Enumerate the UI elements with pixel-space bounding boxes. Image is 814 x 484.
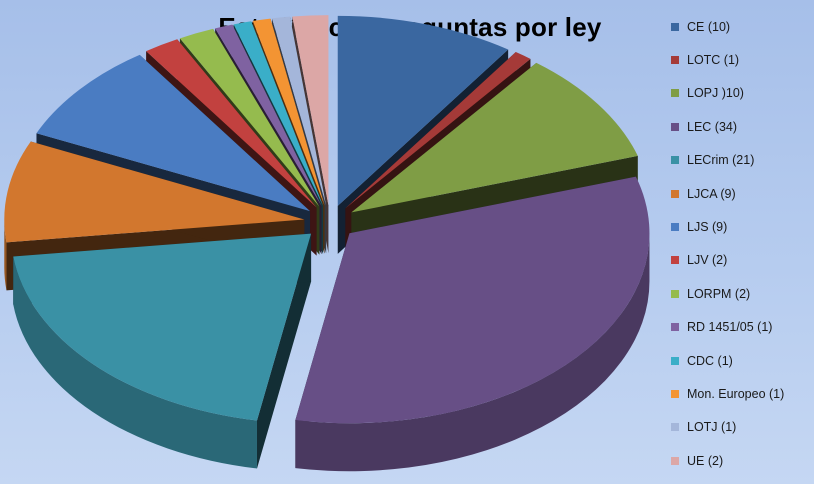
legend-item: LECrim (21) xyxy=(671,144,814,177)
legend-swatch xyxy=(671,289,679,298)
legend-label: UE (2) xyxy=(687,453,724,468)
legend-swatch xyxy=(671,356,679,365)
legend-swatch xyxy=(671,22,679,31)
legend-label: LJCA (9) xyxy=(687,186,736,201)
legend-swatch xyxy=(671,56,679,65)
legend-label: LORPM (2) xyxy=(687,286,751,301)
legend-label: LOTJ (1) xyxy=(687,420,737,435)
legend-swatch xyxy=(671,122,679,131)
legend-swatch xyxy=(671,423,679,432)
legend-item: CE (10) xyxy=(671,10,814,43)
legend-item: LOPJ )10) xyxy=(671,77,814,110)
legend-label: LECrim (21) xyxy=(687,153,755,168)
legend-swatch xyxy=(671,456,679,465)
legend: CE (10) LOTC (1) LOPJ )10) LEC (34) LECrim (… xyxy=(671,10,814,477)
pie-slice xyxy=(13,233,312,469)
legend-label: Mon. Europeo (1) xyxy=(687,386,785,401)
legend-swatch xyxy=(671,189,679,198)
legend-label: LJV (2) xyxy=(687,253,728,268)
legend-item: LORPM (2) xyxy=(671,277,814,310)
legend-label: CE (10) xyxy=(687,19,731,34)
legend-label: LOTC (1) xyxy=(687,53,740,68)
legend-swatch xyxy=(671,256,679,265)
legend-label: LEC (34) xyxy=(687,119,738,134)
legend-item: UE (2) xyxy=(671,444,814,477)
legend-item: LJS (9) xyxy=(671,210,814,243)
legend-item: LOTJ (1) xyxy=(671,411,814,444)
legend-label: LOPJ )10) xyxy=(687,86,744,101)
legend-label: CDC (1) xyxy=(687,353,733,368)
legend-swatch xyxy=(671,223,679,232)
legend-item: LJCA (9) xyxy=(671,177,814,210)
legend-item: CDC (1) xyxy=(671,344,814,377)
legend-item: LOTC (1) xyxy=(671,43,814,76)
legend-item: RD 1451/05 (1) xyxy=(671,311,814,344)
legend-swatch xyxy=(671,89,679,98)
legend-item: Mon. Europeo (1) xyxy=(671,377,814,410)
legend-swatch xyxy=(671,156,679,165)
pie-slice xyxy=(295,176,650,472)
legend-label: RD 1451/05 (1) xyxy=(687,320,773,335)
legend-item: LEC (34) xyxy=(671,110,814,143)
legend-item: LJV (2) xyxy=(671,244,814,277)
legend-swatch xyxy=(671,323,679,332)
legend-swatch xyxy=(671,389,679,398)
legend-label: LJS (9) xyxy=(687,220,728,235)
